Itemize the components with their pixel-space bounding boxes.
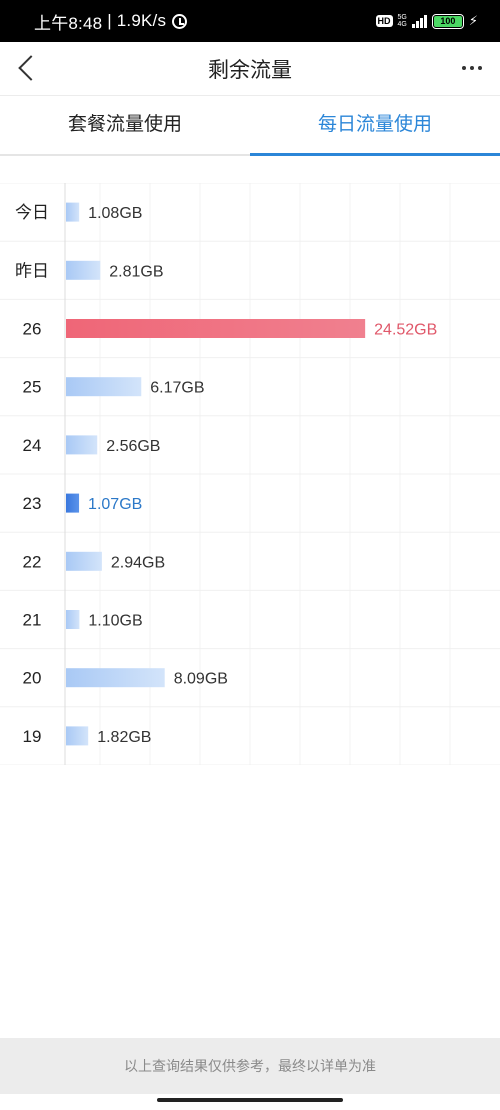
day-label: 22 [23,552,42,571]
chart-svg: 今日 1.08GB 昨日 2.81GB 26 24.52GB 25 6.17GB 24 2.56G… [0,183,500,765]
tab-bar: 套餐流量使用 每日流量使用 [0,96,500,156]
usage-bar [66,610,80,629]
back-icon[interactable] [18,55,44,81]
value-label: 2.94GB [111,554,165,571]
value-label: 6.17GB [150,380,204,397]
status-separator: | [102,11,117,30]
tab-daily-usage[interactable]: 每日流量使用 [250,96,500,156]
usage-bar [66,377,142,397]
header: 剩余流量 [0,42,500,96]
network-type: 5G 4G [398,14,407,28]
day-label: 19 [23,727,42,746]
status-left: 上午8:48 | 1.9K/s [34,9,188,34]
usage-bar [66,726,89,746]
day-label: 昨日 [15,261,49,280]
value-label: 24.52GB [374,322,437,339]
hd-badge: HD [375,15,393,27]
value-label: 8.09GB [174,671,228,688]
tab-package-usage[interactable]: 套餐流量使用 [67,114,182,135]
daily-usage-chart: 今日 1.08GB 昨日 2.81GB 26 24.52GB 25 6.17GB 24 2.56G… [0,183,500,765]
network-speed: 1.9K/s [116,11,167,30]
page-title: 剩余流量 [208,58,292,82]
charging-icon: ⚡ [468,13,478,28]
usage-bar [66,319,366,338]
value-label: 1.82GB [97,729,151,746]
network-type-bottom: 4G [397,21,407,28]
value-label: 1.10GB [88,613,142,630]
status-bar: 上午8:48 | 1.9K/s HD 5G 4G 100 ⚡ [0,0,500,42]
day-label: 20 [23,669,42,688]
usage-bar [66,202,80,222]
battery-icon: 100 [431,13,464,29]
battery-level: 100 [433,15,462,27]
day-label: 25 [23,378,42,397]
signal-icon [411,14,427,28]
alarm-icon [172,13,188,29]
day-label: 26 [23,320,42,339]
footer-note: 以上查询结果仅供参考，最终以详单为准 [0,1038,500,1094]
usage-bar [66,435,98,455]
day-label: 今日 [15,203,49,222]
value-label: 1.07GB [88,496,142,513]
value-label: 1.08GB [88,205,142,222]
usage-bar [66,668,165,688]
network-type-top: 5G [397,14,407,21]
value-label: 2.81GB [109,263,163,280]
usage-bar [66,493,80,513]
more-icon[interactable] [462,66,482,70]
home-indicator[interactable] [157,1098,343,1102]
usage-bar [66,260,101,280]
day-label: 23 [23,494,42,513]
day-label: 21 [23,611,42,630]
usage-bar [66,551,102,571]
value-label: 2.56GB [106,438,160,455]
status-right: HD 5G 4G 100 ⚡ [375,13,478,29]
status-time: 上午8:48 [34,13,103,33]
day-label: 24 [23,436,42,455]
